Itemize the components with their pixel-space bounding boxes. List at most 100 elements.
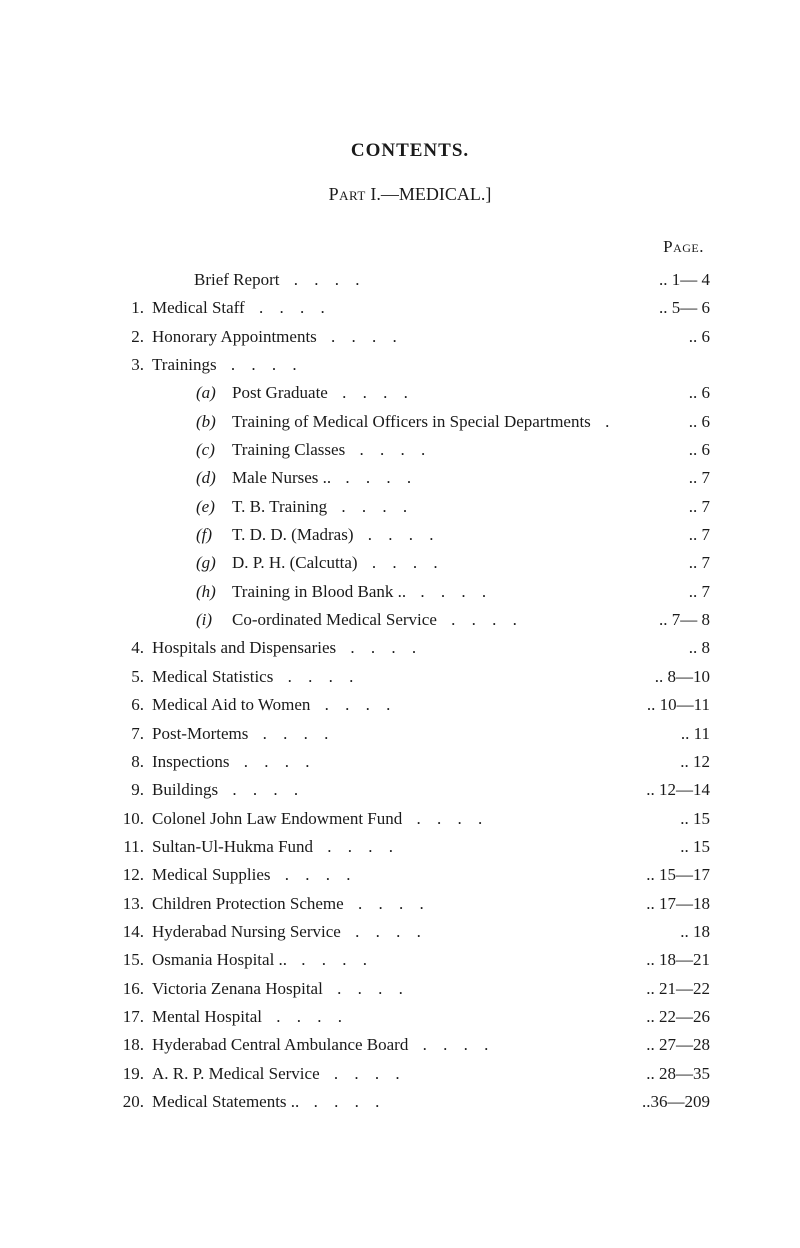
leader-dots: . . . . xyxy=(229,752,319,771)
toc-number: 19. xyxy=(110,1061,152,1087)
toc-row: 14.Hyderabad Nursing Service . . . ... 1… xyxy=(110,919,710,945)
toc-row: 3.Trainings . . . . xyxy=(110,352,710,378)
toc-label: Brief Report . . . . xyxy=(152,267,620,293)
leader-dots: . . . . xyxy=(402,809,492,828)
toc-row: 5.Medical Statistics . . . ... 8—10 xyxy=(110,664,710,690)
toc-row: 7.Post-Mortems . . . ... 11 xyxy=(110,721,710,747)
toc-page: .. 21—22 xyxy=(620,976,710,1002)
leader-dots: . . . . xyxy=(591,412,620,431)
toc-number: 20. xyxy=(110,1089,152,1115)
leader-dots: . . . . xyxy=(437,610,527,629)
toc-label: Hospitals and Dispensaries . . . . xyxy=(152,635,620,661)
toc-label: Medical Statistics . . . . xyxy=(152,664,620,690)
toc-number: 4. xyxy=(110,635,152,661)
toc-label-text: Victoria Zenana Hospital xyxy=(152,979,323,998)
toc-label-text: Hyderabad Central Ambulance Board xyxy=(152,1035,408,1054)
toc-number: 11. xyxy=(110,834,152,860)
toc-number: 12. xyxy=(110,862,152,888)
toc-label-text: Male Nurses .. xyxy=(232,468,331,487)
leader-dots: . . . . xyxy=(336,638,426,657)
toc-label-text: Medical Supplies xyxy=(152,865,271,884)
toc-page: .. 7— 8 xyxy=(620,607,710,633)
toc-subletter: (a) xyxy=(152,380,232,406)
toc-row: 17.Mental Hospital . . . ... 22—26 xyxy=(110,1004,710,1030)
toc-label-text: Medical Statistics xyxy=(152,667,273,686)
toc-number: 10. xyxy=(110,806,152,832)
toc-row: (c)Training Classes . . . ... 6 xyxy=(110,437,710,463)
contents-title: CONTENTS. xyxy=(110,140,710,162)
toc-row: 13.Children Protection Scheme . . . ... … xyxy=(110,891,710,917)
toc-subletter: (c) xyxy=(152,437,232,463)
toc-row: 20.Medical Statements .. . . . ...36—209 xyxy=(110,1089,710,1115)
toc-number: 7. xyxy=(110,721,152,747)
leader-dots: . . . . xyxy=(273,667,363,686)
toc-row: 1.Medical Staff . . . ... 5— 6 xyxy=(110,295,710,321)
toc-label-text: T. B. Training xyxy=(232,497,327,516)
leader-dots: . . . . xyxy=(248,724,338,743)
toc-label: Inspections . . . . xyxy=(152,749,620,775)
toc-subletter: (g) xyxy=(152,550,232,576)
leader-dots: . . . . xyxy=(358,553,448,572)
toc-page: .. 12—14 xyxy=(620,777,710,803)
toc-subletter: (i) xyxy=(152,607,232,633)
toc-label-text: Sultan-Ul-Hukma Fund xyxy=(152,837,313,856)
toc-page: .. 6 xyxy=(620,324,710,350)
toc-page: .. 7 xyxy=(620,550,710,576)
toc-label-text: D. P. H. (Calcutta) xyxy=(232,553,358,572)
leader-dots: . . . . xyxy=(323,979,413,998)
toc-row: 16.Victoria Zenana Hospital . . . . .. 21… xyxy=(110,976,710,1002)
toc-subletter: (h) xyxy=(152,579,232,605)
toc-page: .. 22—26 xyxy=(620,1004,710,1030)
toc-label: Training Classes . . . . xyxy=(232,437,620,463)
toc-label-text: Buildings xyxy=(152,780,218,799)
subtitle-roman: I.—MEDICAL.] xyxy=(370,184,491,204)
toc-page: .. 18 xyxy=(620,919,710,945)
toc-label-text: Training in Blood Bank .. xyxy=(232,582,406,601)
toc-number: 5. xyxy=(110,664,152,690)
toc-row: 11.Sultan-Ul-Hukma Fund . . . ... 15 xyxy=(110,834,710,860)
toc-row: (h)Training in Blood Bank .. . . . ... 7 xyxy=(110,579,710,605)
toc-number: 8. xyxy=(110,749,152,775)
subtitle-prefix: Part xyxy=(329,184,366,204)
toc-label: Post Graduate . . . . xyxy=(232,380,620,406)
toc-label: Medical Statements .. . . . . xyxy=(152,1089,620,1115)
toc-row: Brief Report . . . ... 1— 4 xyxy=(110,267,710,293)
leader-dots: . . . . xyxy=(299,1092,389,1111)
toc-row: (e)T. B. Training . . . ... 7 xyxy=(110,494,710,520)
leader-dots: . . . . xyxy=(218,780,308,799)
toc-page: .. 12 xyxy=(620,749,710,775)
toc-label-text: Colonel John Law Endowment Fund xyxy=(152,809,402,828)
toc-label: Medical Aid to Women . . . . xyxy=(152,692,620,718)
toc-page: .. 7 xyxy=(620,522,710,548)
toc-row: (a)Post Graduate . . . ... 6 xyxy=(110,380,710,406)
table-of-contents: Brief Report . . . ... 1— 41.Medical Sta… xyxy=(110,267,710,1115)
leader-dots: . . . . xyxy=(327,497,417,516)
leader-dots: . . . . xyxy=(310,695,400,714)
toc-label: Sultan-Ul-Hukma Fund . . . . xyxy=(152,834,620,860)
toc-row: 12.Medical Supplies . . . ... 15—17 xyxy=(110,862,710,888)
toc-label-text: Medical Staff xyxy=(152,298,245,317)
leader-dots: . . . . xyxy=(353,525,443,544)
toc-page: .. 18—21 xyxy=(620,947,710,973)
leader-dots: . . . . xyxy=(313,837,403,856)
toc-number: 6. xyxy=(110,692,152,718)
toc-label: Medical Staff . . . . xyxy=(152,295,620,321)
toc-label: D. P. H. (Calcutta) . . . . xyxy=(232,550,620,576)
toc-subletter: (b) xyxy=(152,409,232,435)
toc-page: .. 11 xyxy=(620,721,710,747)
toc-label: Osmania Hospital .. . . . . xyxy=(152,947,620,973)
toc-label-text: Trainings xyxy=(152,355,217,374)
toc-label-text: Post Graduate xyxy=(232,383,328,402)
toc-row: 2.Honorary Appointments . . . ... 6 xyxy=(110,324,710,350)
toc-label: Hyderabad Central Ambulance Board . . . … xyxy=(152,1032,620,1058)
toc-row: 6.Medical Aid to Women . . . ... 10—11 xyxy=(110,692,710,718)
toc-label: Co-ordinated Medical Service . . . . xyxy=(232,607,620,633)
toc-label: Colonel John Law Endowment Fund . . . . xyxy=(152,806,620,832)
toc-page: .. 7 xyxy=(620,494,710,520)
toc-number: 16. xyxy=(110,976,152,1002)
toc-page: .. 27—28 xyxy=(620,1032,710,1058)
toc-number: 14. xyxy=(110,919,152,945)
toc-page: .. 6 xyxy=(620,380,710,406)
page-column-label: Page. xyxy=(110,237,710,257)
toc-label: Buildings . . . . xyxy=(152,777,620,803)
